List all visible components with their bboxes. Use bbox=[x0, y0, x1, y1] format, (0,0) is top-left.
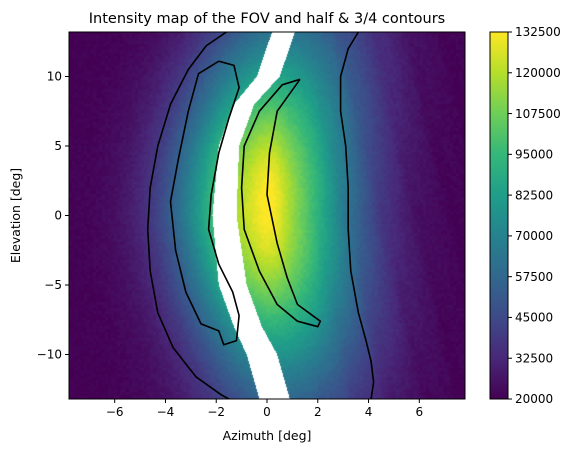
x-tick-label: −4 bbox=[157, 405, 175, 419]
contour-line-three-quarter bbox=[240, 78, 322, 328]
colorbar-tick-label: 70000 bbox=[515, 229, 553, 243]
contour-line-three-quarter bbox=[169, 60, 240, 346]
x-tick-label: 4 bbox=[365, 405, 373, 419]
x-axis-ticks: −6 −4 −2 0 2 4 6 bbox=[106, 399, 423, 419]
x-tick-label: −2 bbox=[207, 405, 225, 419]
colorbar-gradient bbox=[490, 32, 508, 399]
intensity-heatmap bbox=[69, 32, 465, 399]
contour-layer bbox=[146, 32, 375, 399]
x-tick-label: 6 bbox=[415, 405, 423, 419]
x-tick-label: −6 bbox=[106, 405, 124, 419]
heatmap-plot-area bbox=[69, 32, 465, 399]
colorbar-frame bbox=[489, 31, 509, 400]
colorbar-ticks: 20000 32500 45000 57500 70000 82500 95000 10750… bbox=[508, 25, 561, 406]
y-tick-label: −5 bbox=[44, 278, 62, 292]
x-tick-label: 0 bbox=[263, 405, 271, 419]
colorbar-tick-label: 45000 bbox=[515, 311, 553, 325]
x-axis-label: Azimuth [deg] bbox=[223, 428, 312, 443]
colorbar-tick-label: 120000 bbox=[515, 66, 561, 80]
y-tick-label: −10 bbox=[37, 348, 62, 362]
chart-title: Intensity map of the FOV and half & 3/4 … bbox=[89, 11, 445, 27]
colorbar-tick-label: 32500 bbox=[515, 351, 553, 365]
y-axis-ticks: −10 −5 0 5 10 bbox=[37, 70, 69, 362]
colorbar: 20000 32500 45000 57500 70000 82500 95000 10750… bbox=[489, 25, 561, 406]
y-axis-label: Elevation [deg] bbox=[8, 168, 23, 263]
colorbar-tick-label: 132500 bbox=[515, 25, 561, 39]
y-tick-label: 5 bbox=[54, 139, 62, 153]
colorbar-tick-label: 57500 bbox=[515, 270, 553, 284]
contour-line-half bbox=[146, 32, 230, 399]
y-tick-label: 0 bbox=[54, 209, 62, 223]
colorbar-tick-label: 95000 bbox=[515, 148, 553, 162]
colorbar-tick-label: 107500 bbox=[515, 107, 561, 121]
colorbar-tick-label: 20000 bbox=[515, 392, 553, 406]
contour-line-half bbox=[339, 32, 375, 399]
colorbar-tick-label: 82500 bbox=[515, 188, 553, 202]
x-tick-label: 2 bbox=[314, 405, 322, 419]
y-tick-label: 10 bbox=[47, 70, 62, 84]
